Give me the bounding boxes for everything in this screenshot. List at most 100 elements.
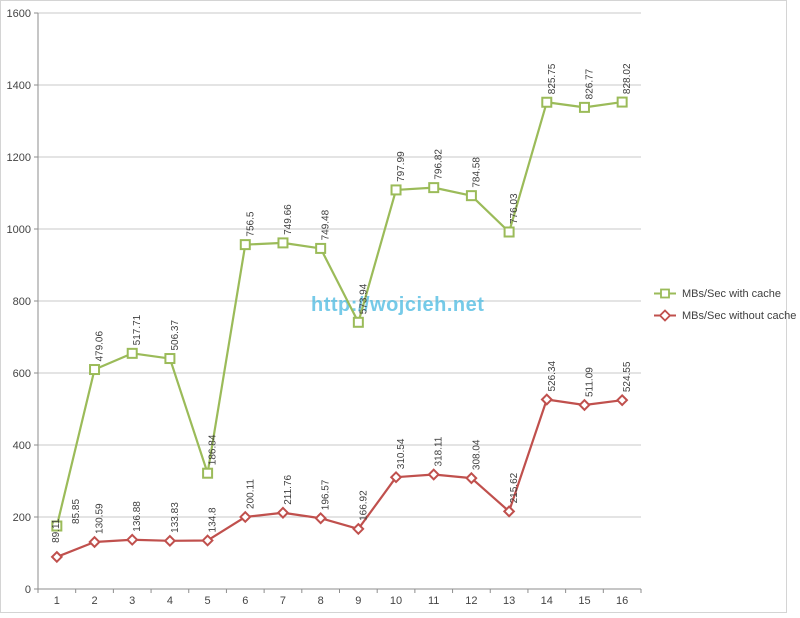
data-point-square [89,364,101,376]
data-point-diamond [314,512,327,525]
data-point-label: 517.71 [132,314,143,345]
legend: MBs/Sec with cache MBs/Sec without cache [654,287,796,322]
data-point-diamond [540,393,553,406]
data-point-label: 749.48 [321,209,332,240]
data-point-label: 526.34 [547,360,558,391]
data-point-label: 524.55 [622,361,633,392]
x-tick-label: 14 [541,595,553,607]
data-point-square [126,347,138,359]
data-point-label: 826.77 [584,68,595,99]
y-tick-label: 200 [13,512,31,524]
legend-item: MBs/Sec with cache [654,287,796,300]
data-point-label: 749.66 [283,204,294,235]
data-point-label: 784.58 [471,157,482,188]
data-point-square [239,239,251,251]
x-tick-label: 8 [318,595,324,607]
data-point-square [390,184,402,196]
legend-label: MBs/Sec without cache [682,309,797,322]
series-line-without-cache [56,398,623,558]
data-point-diamond [239,510,252,524]
x-tick-label: 5 [205,595,211,607]
x-tick-label: 4 [167,595,173,607]
data-point-label: 511.09 [584,367,595,397]
data-point-diamond [389,470,403,484]
data-point-label: 797.99 [396,151,407,182]
y-tick-label: 1400 [7,80,31,92]
chart-border [0,0,787,613]
legend-item: MBs/Sec without cache [654,309,796,322]
data-point-label: 308.04 [471,439,482,470]
data-point-diamond [88,535,101,549]
data-point-label: 756.5 [245,211,256,236]
data-point-square [51,520,63,532]
x-tick-label: 15 [578,595,590,607]
data-point-square [465,190,477,202]
data-point-label: 215.62 [509,472,520,503]
legend-marker-square-icon [654,288,676,299]
data-point-square [503,226,515,238]
data-point-square [202,467,214,479]
y-tick-label: 1000 [7,224,31,236]
y-tick-label: 800 [13,296,31,308]
y-tick-label: 1600 [7,8,31,20]
y-tick-label: 1200 [7,152,31,164]
data-point-label: 825.75 [547,63,558,94]
data-point-label: 828.02 [622,63,633,94]
data-point-diamond [427,468,440,481]
data-point-label: 196.57 [321,479,332,510]
x-tick-label: 11 [428,595,439,607]
legend-marker-diamond-icon [654,309,676,322]
data-point-label: 211.76 [283,474,294,504]
y-tick-label: 400 [13,440,31,452]
data-point-label: 166.92 [358,490,369,521]
x-tick-label: 7 [280,595,286,607]
data-point-label: 573.94 [358,283,369,314]
data-point-label: 134.8 [208,507,219,532]
x-tick-label: 16 [616,595,628,607]
data-point-diamond [201,534,214,547]
data-point-square [277,237,289,249]
x-tick-label: 3 [129,595,135,607]
data-point-label: 506.37 [170,320,181,351]
data-point-square [352,316,364,328]
data-point-label: 89.11 [51,518,62,543]
data-point-square [315,242,327,254]
x-tick-label: 1 [54,595,60,607]
x-tick-label: 10 [390,595,402,607]
data-point-label: 200.11 [245,479,256,509]
series-layer: 89.11 130.59 136.88 133.83 134.8 200.11 211.76… [50,63,633,564]
data-point-diamond [615,393,629,407]
data-point-label: 796.82 [434,149,445,180]
data-point-diamond [276,506,290,519]
data-point-diamond [163,534,177,548]
data-point-label: 479.06 [95,331,106,362]
data-point-square [541,96,553,108]
data-point-square [164,353,176,365]
data-point-label: 776.03 [509,193,520,224]
x-tick-label: 13 [503,595,515,607]
y-tick-label: 0 [25,584,31,596]
data-point-label: 186.84 [208,434,219,465]
data-point-label: 85.85 [71,499,82,524]
data-point-label: 318.11 [434,436,445,466]
data-point-diamond [50,550,64,564]
data-point-diamond [126,533,139,546]
x-tick-label: 2 [91,595,97,607]
watermark: http://wojcieh.net [311,294,484,316]
x-tick-label: 6 [242,595,248,607]
x-tick-label: 12 [465,595,477,607]
data-point-label: 310.54 [396,438,407,469]
data-point-square [578,101,590,113]
y-tick-label: 600 [13,368,31,380]
data-point-diamond [465,471,478,485]
data-point-square [428,182,440,194]
x-tick-label: 9 [355,595,361,607]
data-point-square [616,96,628,108]
data-point-diamond [578,398,591,412]
data-point-diamond [352,522,365,536]
data-point-diamond [502,505,516,518]
data-point-label: 136.88 [132,501,143,532]
